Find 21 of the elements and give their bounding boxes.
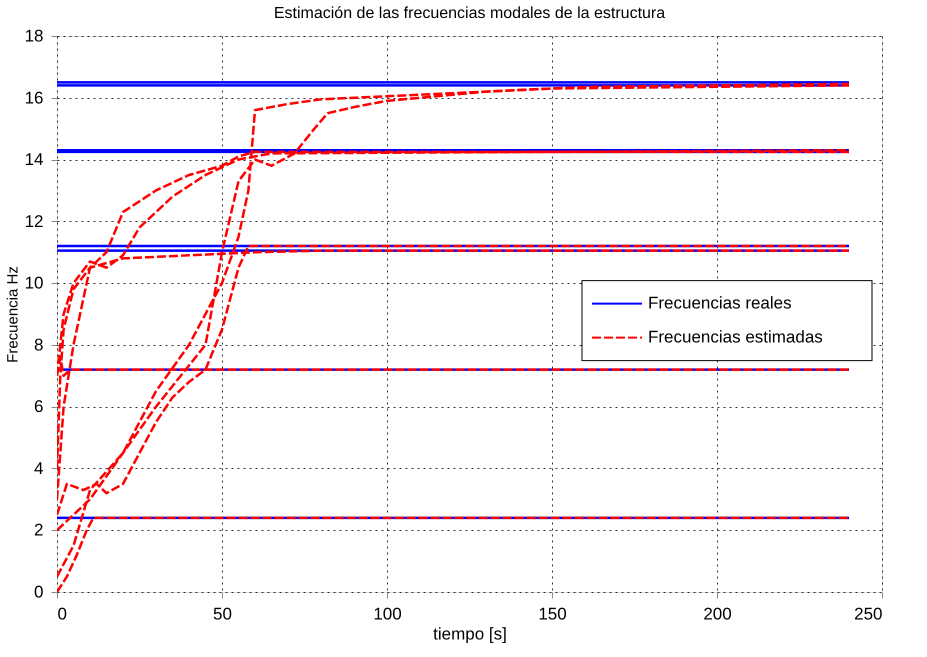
y-tick-label: 10: [24, 274, 44, 293]
x-tick-label: 150: [538, 604, 567, 624]
legend-label: Frecuencias reales: [648, 294, 792, 313]
y-tick-label: 14: [24, 150, 44, 170]
x-tick-label: 0: [58, 604, 67, 624]
x-tick-label: 100: [373, 604, 402, 624]
x-axis-title: tiempo [s]: [433, 624, 507, 644]
y-tick-label: 4: [34, 458, 44, 478]
y-tick-label: 16: [24, 88, 44, 108]
y-tick-label: 6: [34, 397, 44, 416]
y-tick-label: 18: [24, 26, 44, 46]
y-tick-label: 0: [34, 582, 44, 602]
y-tick-label: 2: [34, 520, 44, 540]
x-tick-label: 50: [213, 604, 232, 624]
y-tick-label: 12: [24, 212, 44, 231]
x-tick-label: 200: [703, 604, 732, 624]
chart-title: Estimación de las frecuencias modales de la estructura: [274, 5, 666, 22]
legend-label: Frecuencias estimadas: [648, 328, 823, 347]
y-axis-title: Frecuencia Hz: [4, 266, 22, 363]
y-tick-label: 8: [34, 335, 44, 354]
x-tick-label: 250: [854, 604, 882, 624]
